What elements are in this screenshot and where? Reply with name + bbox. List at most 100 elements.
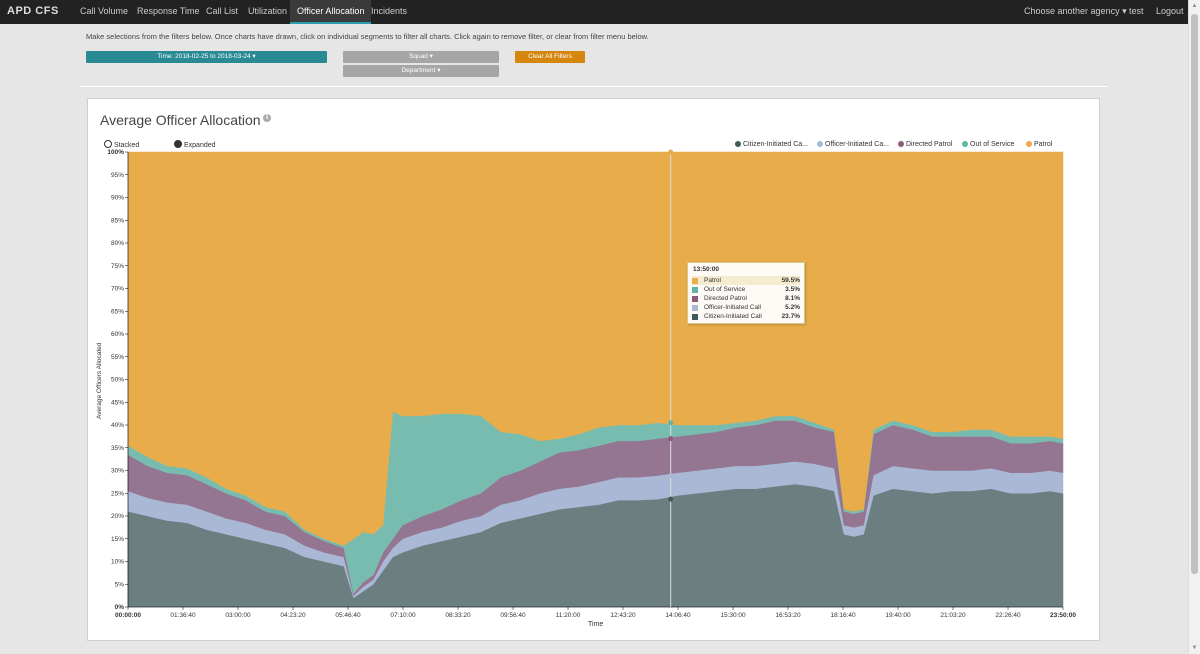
legend-directed-patrol[interactable]: Directed Patrol	[898, 140, 952, 150]
y-tick-label: 35%	[111, 445, 124, 452]
y-tick-label: 75%	[111, 263, 124, 270]
nav-incidents[interactable]: Incidents	[371, 6, 408, 16]
nav-call-list[interactable]: Call List	[206, 6, 239, 16]
x-tick-label: 21:03:20	[940, 612, 966, 619]
y-tick-label: 50%	[111, 377, 124, 384]
y-tick-label: 0%	[115, 604, 125, 611]
stacked-label: Stacked	[114, 142, 140, 149]
x-tick-label: 12:43:20	[610, 612, 636, 619]
y-tick-label: 100%	[107, 149, 124, 156]
y-tick-label: 95%	[111, 172, 124, 179]
clear-filters-button[interactable]: Clear All Filters	[515, 51, 585, 63]
x-tick-label: 16:53:20	[775, 612, 801, 619]
legend-citizen-initiated[interactable]: Citizen-Initiated Ca...	[735, 140, 808, 150]
department-filter-button[interactable]: Department ▾	[343, 65, 499, 77]
x-tick-label: 05:46:40	[335, 612, 361, 619]
info-icon[interactable]: i	[263, 114, 271, 122]
y-tick-label: 70%	[111, 286, 124, 293]
legend-patrol[interactable]: Patrol	[1026, 140, 1052, 150]
legend-label: Citizen-Initiated Ca...	[743, 141, 808, 148]
radio-filled-icon	[174, 140, 182, 148]
logout-link[interactable]: Logout	[1156, 6, 1184, 16]
nav-call-volume[interactable]: Call Volume	[80, 6, 129, 16]
user-menu[interactable]: test	[1129, 6, 1144, 16]
x-tick-label: 18:16:40	[830, 612, 856, 619]
legend-label: Out of Service	[970, 141, 1015, 148]
x-tick-label: 03:00:00	[225, 612, 251, 619]
officer-allocation-panel: Average Officer Allocation i Stacked Exp…	[87, 98, 1100, 641]
swatch-icon	[692, 296, 698, 302]
legend-dot-icon	[962, 141, 968, 147]
swatch-icon	[692, 278, 698, 284]
filter-instructions: Make selections from the filters below. …	[86, 32, 649, 41]
tooltip-series: Patrol	[704, 277, 721, 284]
x-tick-label: 11:20:00	[556, 612, 581, 619]
legend-label: Patrol	[1034, 141, 1053, 148]
radio-empty-icon	[104, 140, 112, 148]
x-tick-label: 23:50:00	[1050, 612, 1076, 619]
swatch-icon	[692, 314, 698, 320]
y-tick-label: 65%	[111, 308, 124, 315]
legend-label: Directed Patrol	[906, 141, 953, 148]
tooltip-value: 59.5%	[781, 277, 800, 284]
x-tick-label: 00:00:00	[115, 612, 141, 619]
y-tick-label: 45%	[111, 399, 124, 406]
stacked-area-chart[interactable]: 0% 5% 10% 15% 20% 25% 30% 35% 40% 45% 50% 55% 60% 65%…	[88, 99, 1099, 640]
y-tick-label: 30%	[111, 468, 124, 475]
time-filter-button[interactable]: Time: 2018-02-25 to 2018-03-24 ▾	[86, 51, 327, 63]
tooltip-row: Officer-Initiated Call 5.2%	[692, 303, 800, 312]
tooltip-series: Directed Patrol	[704, 295, 747, 302]
nav-utilization[interactable]: Utilization	[248, 6, 288, 16]
y-tick-label: 80%	[111, 240, 124, 247]
area-patrol[interactable]	[127, 151, 1064, 546]
legend-out-of-service[interactable]: Out of Service	[962, 140, 1014, 150]
hover-point	[668, 496, 674, 502]
tooltip-row: Out of Service 3.5%	[692, 285, 800, 294]
tooltip-value: 8.1%	[785, 295, 800, 302]
nav-response-time[interactable]: Response Time	[137, 6, 200, 16]
tooltip-value: 3.5%	[785, 286, 800, 293]
x-tick-label: 19:40:00	[885, 612, 911, 619]
y-tick-label: 10%	[111, 559, 124, 566]
swatch-icon	[692, 305, 698, 311]
y-tick-label: 20%	[111, 513, 124, 520]
swatch-icon	[692, 287, 698, 293]
legend-dot-icon	[735, 141, 741, 147]
x-tick-label: 22:26:40	[995, 612, 1021, 619]
panel-title: Average Officer Allocation	[100, 112, 261, 128]
top-navbar: APD CFS Call Volume Response Time Call L…	[0, 0, 1188, 24]
y-tick-label: 55%	[111, 354, 124, 361]
x-tick-label: 09:56:40	[500, 612, 526, 619]
legend-dot-icon	[817, 141, 823, 147]
tooltip-series: Out of Service	[704, 286, 746, 293]
section-divider	[80, 86, 1108, 87]
scrollbar-thumb[interactable]	[1191, 14, 1198, 574]
tooltip-row: Citizen-Initiated Call 23.7%	[692, 312, 800, 321]
hover-point	[668, 420, 674, 426]
tooltip-row: Directed Patrol 8.1%	[692, 294, 800, 303]
agency-dropdown[interactable]: Choose another agency ▾	[1024, 6, 1127, 16]
hover-point	[668, 436, 674, 442]
x-tick-label: 04:23:20	[280, 612, 306, 619]
y-tick-label: 5%	[115, 581, 125, 588]
tooltip-time: 13:50:00	[693, 266, 720, 273]
legend-dot-icon	[1026, 141, 1032, 147]
expanded-radio[interactable]: Expanded	[174, 140, 216, 150]
tooltip-row: Patrol 59.5%	[692, 276, 800, 285]
x-tick-label: 15:30:00	[720, 612, 746, 619]
nav-officer-allocation[interactable]: Officer Allocation	[290, 0, 372, 24]
x-tick-label: 01:36:40	[170, 612, 196, 619]
legend-label: Officer-Initiated Ca...	[825, 141, 890, 148]
x-tick-label: 08:33:20	[445, 612, 471, 619]
legend-dot-icon	[898, 141, 904, 147]
legend-officer-initiated[interactable]: Officer-Initiated Ca...	[817, 140, 889, 150]
squad-filter-button[interactable]: Squad ▾	[343, 51, 499, 63]
brand-logo[interactable]: APD CFS	[7, 5, 59, 17]
y-tick-label: 25%	[111, 490, 124, 497]
page-scrollbar[interactable]: ▲ ▼	[1188, 0, 1200, 654]
scroll-up-icon[interactable]: ▲	[1191, 3, 1198, 9]
stacked-radio[interactable]: Stacked	[104, 140, 139, 150]
scroll-down-icon[interactable]: ▼	[1191, 645, 1198, 651]
tooltip-value: 23.7%	[781, 313, 800, 320]
expanded-label: Expanded	[184, 142, 216, 149]
